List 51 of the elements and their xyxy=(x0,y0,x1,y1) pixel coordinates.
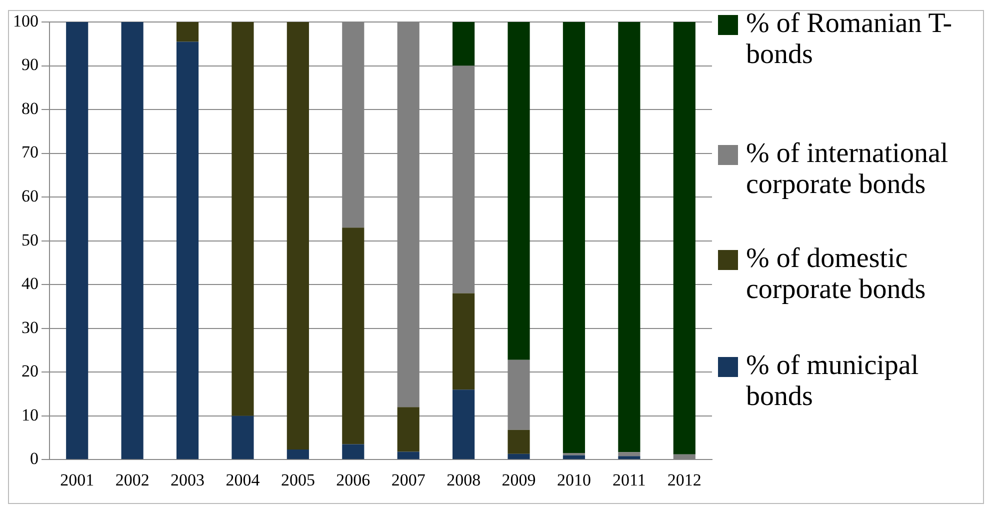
y-tick-label: 60 xyxy=(22,186,38,206)
y-tick-label: 10 xyxy=(22,405,38,424)
bar xyxy=(397,407,420,452)
x-tick-label: 2004 xyxy=(226,470,260,490)
bar xyxy=(121,22,144,460)
bar xyxy=(673,22,696,454)
bar xyxy=(508,430,530,454)
y-tick-label: 0 xyxy=(30,449,38,468)
legend-label: % of domestic corporate bonds xyxy=(746,243,927,305)
bar xyxy=(397,452,420,460)
bar xyxy=(452,22,475,66)
y-tick-label: 80 xyxy=(22,98,38,118)
bar xyxy=(618,456,640,460)
y-tick-label: 100 xyxy=(13,11,38,30)
bar xyxy=(508,454,530,460)
bar xyxy=(66,22,88,460)
y-tick-label: 20 xyxy=(22,362,38,381)
y-tick-label: 40 xyxy=(22,274,38,294)
y-tick-label: 50 xyxy=(22,230,38,250)
bar xyxy=(452,293,475,390)
x-tick-label: 2010 xyxy=(556,470,591,490)
x-tick-label: 2006 xyxy=(336,470,370,490)
bar xyxy=(618,22,640,452)
legend-label: % of international corporate bonds xyxy=(746,138,950,200)
x-tick-label: 2012 xyxy=(667,470,702,490)
bar xyxy=(452,390,475,460)
bar xyxy=(232,416,254,460)
x-tick-label: 2008 xyxy=(446,470,481,490)
y-tick-label: 30 xyxy=(22,318,38,337)
x-tick-label: 2001 xyxy=(60,470,94,490)
x-tick-label: 2005 xyxy=(280,470,315,490)
bar xyxy=(286,22,309,450)
x-tick-label: 2011 xyxy=(612,470,646,490)
bar xyxy=(232,22,254,416)
y-tick-label: 70 xyxy=(22,142,38,162)
x-tick-label: 2003 xyxy=(170,470,205,490)
bar xyxy=(342,228,364,444)
x-tick-label: 2009 xyxy=(502,470,536,490)
x-tick-label: 2007 xyxy=(391,470,426,490)
legend-label: % of municipal bonds xyxy=(746,350,920,412)
y-tick-label: 90 xyxy=(22,55,38,74)
bar xyxy=(562,455,586,460)
bar xyxy=(618,452,640,456)
bar xyxy=(562,22,586,454)
bar xyxy=(286,450,309,460)
bar xyxy=(176,22,199,42)
bar xyxy=(508,22,530,360)
bar xyxy=(176,42,199,460)
legend-label: % of Romanian T-bonds xyxy=(746,8,954,70)
x-tick-label: 2002 xyxy=(115,470,150,490)
bar xyxy=(342,444,364,460)
